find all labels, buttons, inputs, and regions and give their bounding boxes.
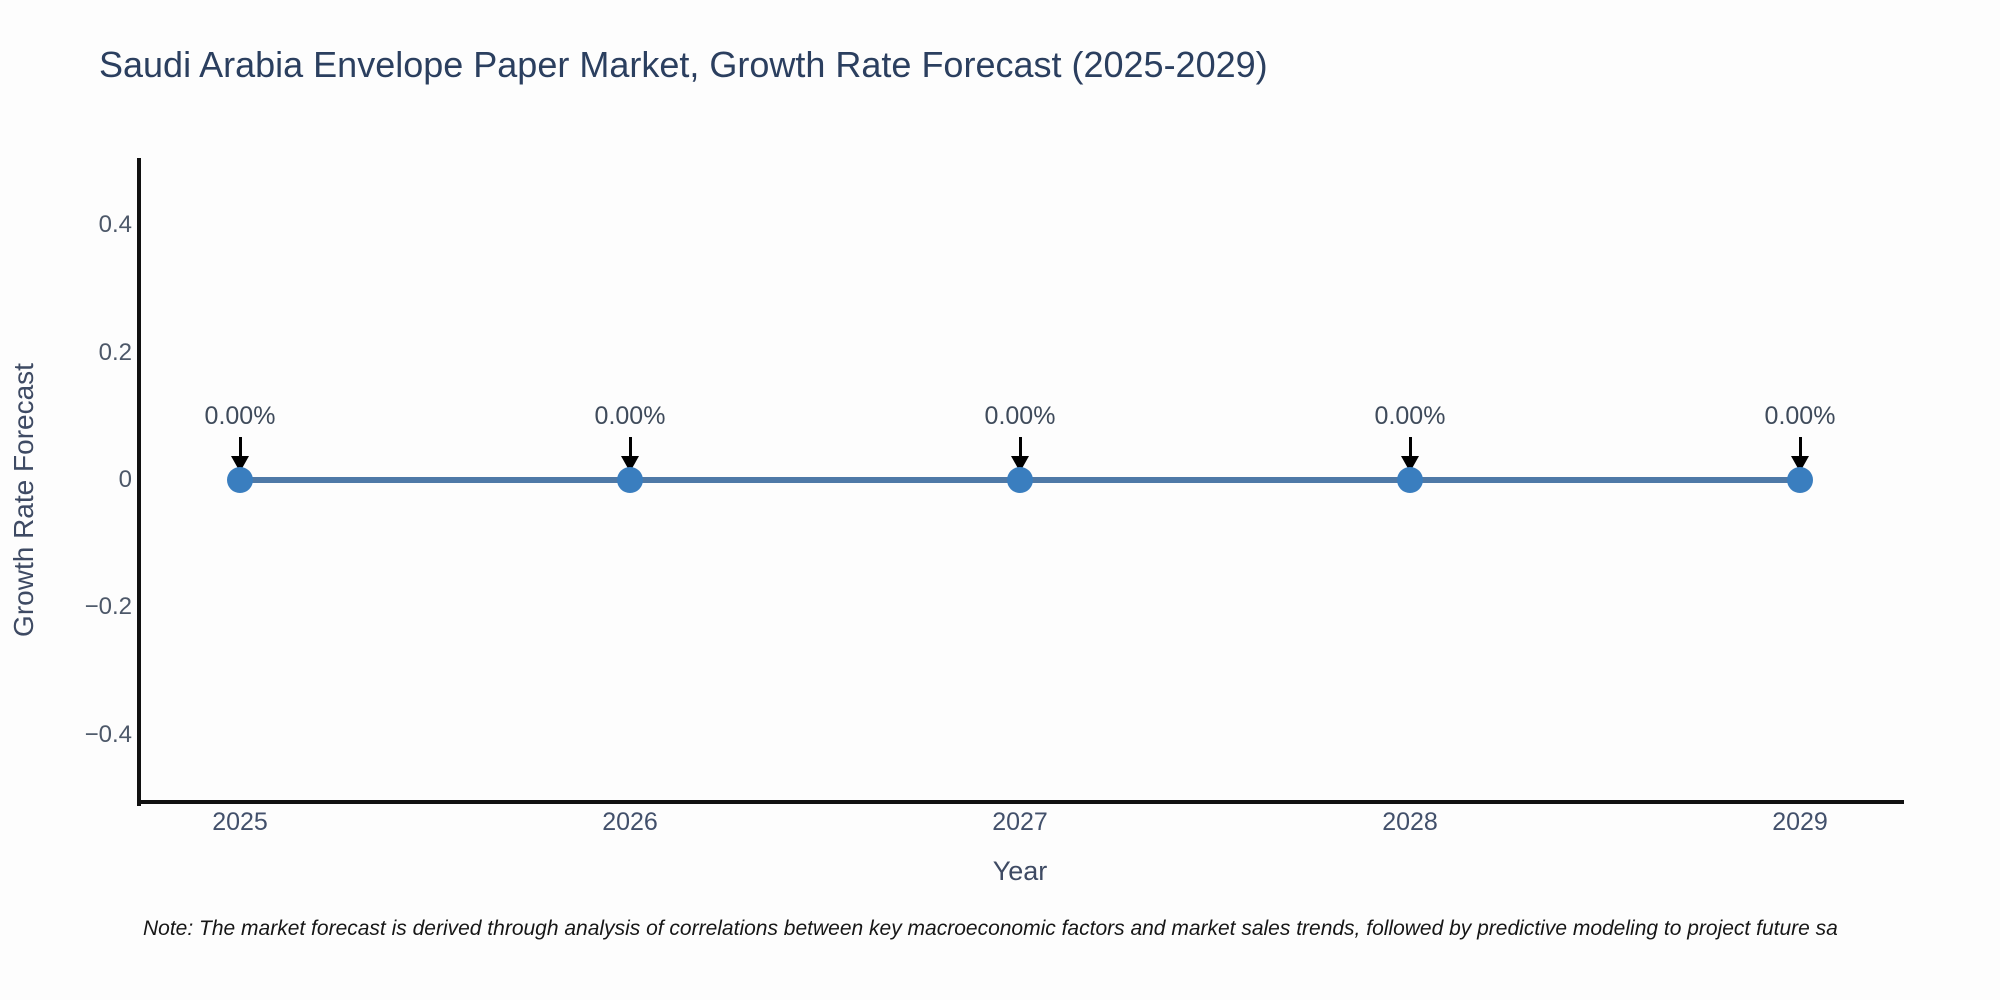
annotation-arrow-shaft [1799, 437, 1802, 459]
y-tick-label: −0.2 [84, 593, 132, 620]
annotation-arrow-shaft [1019, 437, 1022, 459]
data-point-marker [1787, 467, 1813, 493]
y-tick-label: 0 [118, 466, 132, 493]
data-label: 0.00% [594, 402, 666, 430]
annotation-arrow-shaft [239, 437, 242, 459]
x-tick-label: 2027 [992, 808, 1048, 836]
data-label: 0.00% [1764, 402, 1836, 430]
x-axis-line [137, 800, 1904, 804]
x-tick-label: 2026 [602, 808, 658, 836]
data-point-marker [1007, 467, 1033, 493]
y-tick-label: 0.2 [98, 339, 132, 366]
y-axis-line [137, 158, 141, 806]
data-point-marker [617, 467, 643, 493]
data-label: 0.00% [1374, 402, 1446, 430]
annotation-arrow-shaft [629, 437, 632, 459]
data-label: 0.00% [984, 402, 1056, 430]
annotation-arrow-shaft [1409, 437, 1412, 459]
x-axis-title: Year [992, 856, 1048, 886]
chart-title: Saudi Arabia Envelope Paper Market, Grow… [99, 44, 1268, 85]
y-tick-label: −0.4 [84, 721, 132, 748]
data-point-marker [1397, 467, 1423, 493]
x-tick-label: 2028 [1382, 808, 1438, 836]
data-point-marker [227, 467, 253, 493]
x-tick-label: 2025 [212, 808, 268, 836]
y-tick-label: 0.4 [98, 211, 132, 238]
data-label: 0.00% [204, 402, 276, 430]
x-tick-label: 2029 [1772, 808, 1828, 836]
footnote: Note: The market forecast is derived thr… [143, 917, 1838, 940]
